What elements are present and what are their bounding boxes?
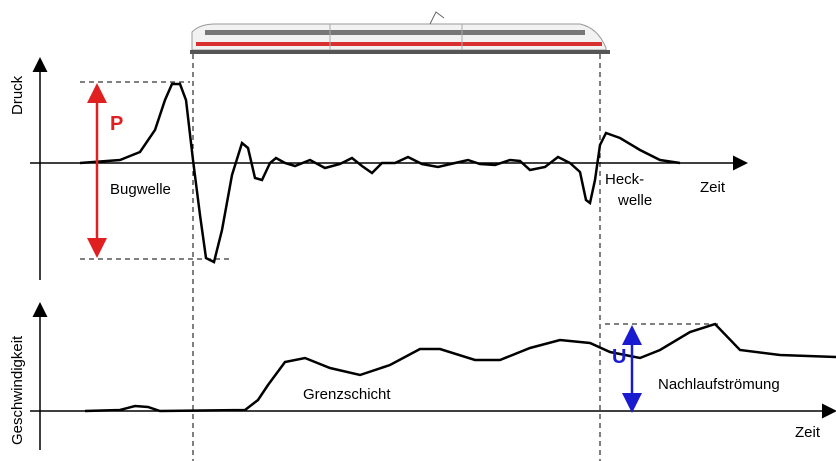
- velocity-curve: [85, 324, 836, 411]
- time-label: Zeit: [700, 179, 726, 196]
- tail-wave-label: welle: [617, 192, 652, 209]
- train: [190, 12, 610, 54]
- amplitude-label: P: [110, 113, 123, 135]
- axis-label: Geschwindigkeit: [9, 335, 26, 445]
- wake-label: Nachlaufströmung: [658, 376, 780, 393]
- bow-wave-label: Bugwelle: [110, 181, 171, 198]
- tail-wave-label: Heck-: [605, 171, 644, 188]
- boundary-layer-label: Grenzschicht: [303, 386, 391, 403]
- amplitude-label: U: [612, 346, 626, 368]
- diagram: Druck P Bugwelle Heck- welle Zeit Geschw…: [0, 0, 836, 461]
- pressure-curve: [80, 84, 680, 262]
- axis-label: Druck: [9, 75, 26, 115]
- time-label: Zeit: [795, 424, 821, 441]
